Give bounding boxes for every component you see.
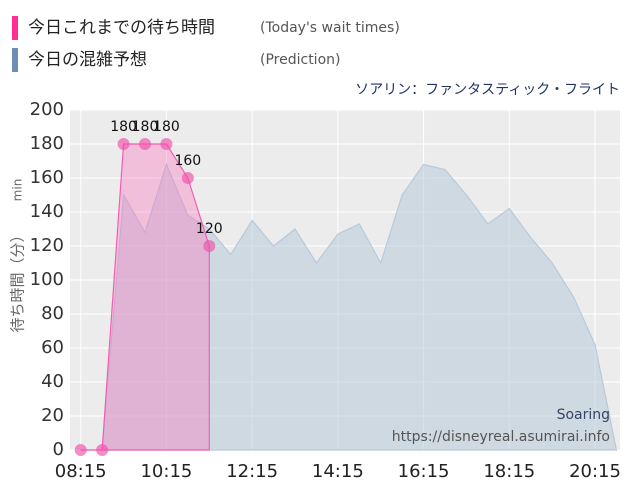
data-label: 180 [110,119,137,135]
data-label: 180 [132,119,159,135]
x-tick-label: 10:15 [140,461,192,482]
area [80,162,618,451]
legend-label: 今日これまでの待ち時間 [28,18,215,38]
y-tick-label: 160 [30,167,64,188]
legend-swatch [12,48,18,72]
x-tick-label: 12:15 [226,461,278,482]
legend-note: (Today's wait times) [260,20,400,36]
y-tick-label: 0 [53,439,64,460]
watermark: https://disneyreal.asumirai.info [392,429,610,445]
chart-title: ソアリン：ファンタスティック・フライト [355,82,620,98]
y-tick-label: 120 [30,235,64,256]
y-tick-label: 80 [41,303,64,324]
y-tick-label: 40 [41,371,64,392]
x-tick-label: 14:15 [312,461,364,482]
data-label: 120 [196,221,223,237]
legend-swatch [12,16,18,40]
x-tick-label: 20:15 [569,461,621,482]
point [117,138,130,150]
y-tick-label: 140 [30,201,64,222]
point [181,172,194,184]
point [160,138,173,150]
y-tick-label: 100 [30,269,64,290]
legend-label: 今日の混雑予想 [28,50,147,70]
y-axis-label: 待ち時間（分） [9,227,27,332]
point [74,444,87,456]
point [139,138,151,150]
point [203,240,216,252]
y-tick-label: 60 [41,337,64,358]
y-tick-label: 180 [30,133,64,154]
data-label: 160 [174,153,201,169]
x-tick-label: 08:15 [55,461,107,482]
legend-note: (Prediction) [260,52,340,68]
data-label: 180 [153,119,180,135]
x-tick-label: 16:15 [398,461,450,482]
x-tick-label: 18:15 [483,461,535,482]
watermark: Soaring [557,407,610,423]
y-tick-label: 20 [41,405,64,426]
point [96,444,109,456]
y-axis-unit: min [11,179,25,202]
y-tick-label: 200 [30,99,64,120]
